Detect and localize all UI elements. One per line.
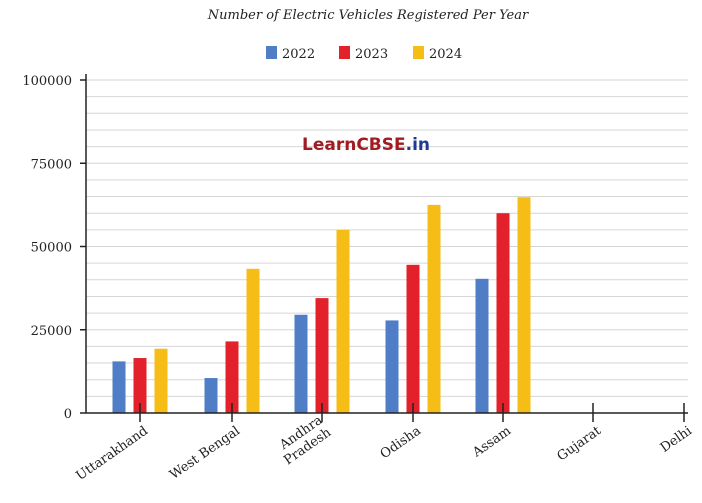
svg-text:LearnCBSE.in: LearnCBSE.in [302, 135, 430, 155]
x-axis-categories: Uttarakhand West Bengal AndhraPradesh Odish… [74, 403, 695, 484]
bar-2023-odisha [406, 264, 420, 413]
bar-2024-odisha [427, 204, 441, 413]
y-tick-label: 100000 [22, 74, 72, 89]
bar-2024-west-bengal [246, 268, 260, 413]
bar-2022-odisha [385, 320, 399, 413]
legend-swatch-2024 [413, 46, 424, 59]
bars [112, 197, 531, 413]
bar-2024-andhra-pradesh [336, 229, 350, 413]
chart-title: Number of Electric Vehicles Registered P… [207, 8, 529, 23]
bar-2023-assam [496, 213, 510, 413]
svg-text:West Bengal: West Bengal [167, 424, 243, 483]
legend: 2022 2023 2024 [266, 46, 462, 62]
watermark-in: .in [406, 135, 430, 155]
axes [85, 74, 688, 414]
x-category-label: Gujarat [555, 423, 605, 464]
bar-2023-uttarakhand [133, 358, 147, 413]
y-tick-label: 75000 [31, 157, 72, 172]
bar-2022-west-bengal [204, 378, 218, 413]
legend-label-2023: 2023 [355, 47, 388, 62]
svg-text:Gujarat: Gujarat [555, 423, 605, 464]
legend-swatch-2022 [266, 46, 277, 59]
bar-2022-uttarakhand [112, 361, 126, 413]
svg-text:AndhraPradesh: AndhraPradesh [273, 413, 335, 469]
svg-text:Delhi: Delhi [658, 424, 695, 456]
x-category-label: Odisha [378, 423, 424, 462]
svg-text:Assam: Assam [469, 424, 513, 461]
bar-2024-assam [517, 197, 531, 413]
x-category-label: Assam [469, 424, 513, 461]
bar-2023-andhra-pradesh [315, 298, 329, 413]
x-category-label: AndhraPradesh [273, 413, 335, 469]
y-tick-label: 0 [64, 407, 72, 422]
gridlines [86, 79, 688, 397]
bar-2022-assam [475, 278, 489, 413]
legend-swatch-2023 [339, 46, 350, 59]
x-category-label: Uttarakhand [74, 424, 151, 484]
y-axis-ticks: 0 25000 50000 75000 100000 [22, 74, 86, 422]
y-tick-label: 25000 [31, 324, 72, 339]
x-category-label: West Bengal [167, 424, 243, 483]
bar-2022-andhra-pradesh [294, 314, 308, 413]
svg-text:Uttarakhand: Uttarakhand [74, 424, 151, 484]
bar-2024-uttarakhand [154, 348, 168, 413]
watermark-learn: Learn [302, 135, 356, 155]
x-category-label: Delhi [658, 424, 695, 456]
watermark: LearnCBSE.in [302, 135, 430, 155]
svg-text:Odisha: Odisha [378, 423, 424, 462]
bar-2023-west-bengal [225, 341, 239, 413]
watermark-cbse: CBSE [356, 135, 405, 155]
legend-label-2024: 2024 [429, 47, 462, 62]
legend-label-2022: 2022 [282, 47, 315, 62]
y-tick-label: 50000 [31, 241, 72, 256]
